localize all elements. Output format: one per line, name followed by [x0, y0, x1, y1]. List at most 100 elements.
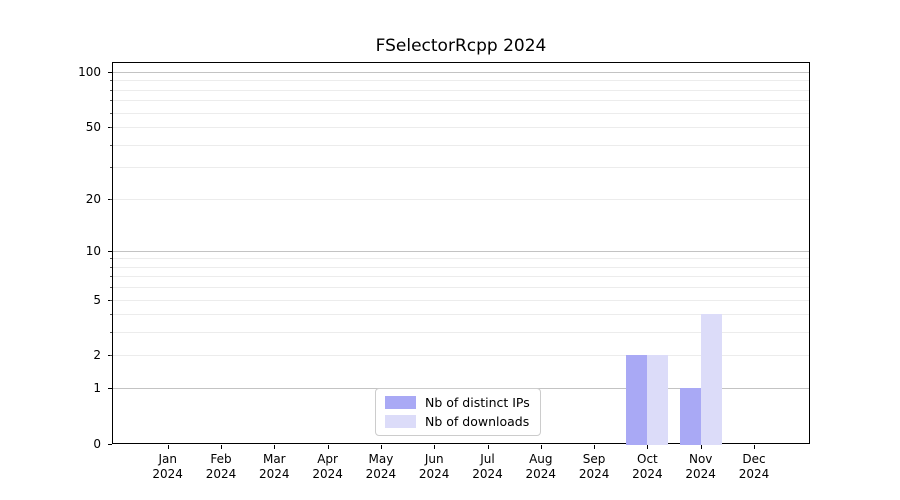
y-minor-tick-mark: [110, 167, 112, 169]
minor-gridline: [113, 167, 809, 169]
y-minor-tick-mark: [110, 332, 112, 334]
bar-distinct-ips-oct: [626, 355, 648, 445]
x-tick-year: 2024: [472, 467, 503, 481]
x-tick-label: Oct 2024: [607, 452, 687, 482]
minor-gridline: [113, 314, 809, 316]
y-tick-label: 10: [85, 243, 101, 258]
x-tick-mark: [274, 445, 276, 449]
x-tick-label: Nov 2024: [661, 452, 741, 482]
x-tick-month: Nov: [688, 452, 713, 466]
x-tick-mark: [647, 445, 649, 449]
minor-gridline: [113, 266, 809, 268]
minor-gridline: [113, 112, 809, 114]
legend-swatch: [385, 396, 416, 409]
x-tick-label: Aug 2024: [501, 452, 581, 482]
y-minor-tick-mark: [110, 198, 112, 200]
y-minor-tick-mark: [110, 287, 112, 289]
x-tick-mark: [594, 445, 596, 449]
x-tick-mark: [540, 445, 542, 449]
x-tick-month: Sep: [582, 452, 606, 466]
minor-gridline: [113, 355, 809, 357]
legend: Nb of distinct IPs Nb of downloads: [375, 388, 541, 436]
x-tick-label: Mar 2024: [234, 452, 314, 482]
legend-label: Nb of distinct IPs: [425, 395, 530, 410]
x-tick-month: May: [368, 452, 394, 466]
x-tick-mark: [167, 445, 169, 449]
y-minor-tick-mark: [110, 144, 112, 146]
y-tick-mark: [108, 72, 112, 73]
chart-title: FSelectorRcpp 2024: [375, 36, 547, 56]
x-tick-year: 2024: [365, 467, 397, 481]
x-tick-year: 2024: [152, 467, 183, 481]
minor-gridline: [113, 332, 809, 334]
x-tick-mark: [487, 445, 489, 449]
bar-downloads-oct: [647, 355, 669, 445]
y-tick-label: 2: [93, 348, 101, 363]
y-minor-tick-mark: [110, 100, 112, 102]
x-tick-month: Aug: [529, 452, 553, 466]
y-tick-label: 1: [93, 381, 101, 396]
x-tick-mark: [221, 445, 222, 449]
x-tick-label: May 2024: [341, 452, 421, 482]
x-tick-label: Jan 2024: [128, 452, 208, 482]
legend-label: Nb of downloads: [425, 414, 530, 429]
y-minor-tick-mark: [110, 89, 112, 91]
y-tick-mark: [108, 388, 112, 390]
x-tick-year: 2024: [205, 467, 237, 481]
minor-gridline: [113, 127, 809, 129]
legend-swatch: [385, 415, 416, 428]
y-minor-tick-mark: [110, 355, 112, 357]
minor-gridline: [113, 100, 809, 102]
major-gridline: [113, 250, 809, 252]
x-tick-label: Jul 2024: [448, 452, 528, 482]
minor-gridline: [113, 287, 809, 289]
minor-gridline: [113, 258, 809, 260]
x-tick-month: Jun: [424, 452, 444, 466]
y-tick-mark: [108, 444, 112, 445]
x-tick-month: Jul: [480, 452, 495, 466]
minor-gridline: [113, 80, 809, 82]
x-tick-mark: [380, 445, 382, 449]
minor-gridline: [113, 144, 809, 146]
x-tick-label: Dec 2024: [714, 452, 794, 482]
bar-downloads-nov: [700, 314, 722, 445]
x-tick-label: Feb 2024: [181, 452, 261, 482]
x-tick-year: 2024: [738, 467, 770, 481]
y-tick-label: 50: [85, 120, 101, 135]
x-tick-month: Mar: [262, 452, 286, 466]
y-tick-label: 100: [78, 65, 101, 79]
bar-distinct-ips-nov: [679, 388, 701, 445]
x-tick-month: Apr: [317, 452, 338, 466]
x-tick-label: Apr 2024: [288, 452, 368, 482]
x-tick-mark: [754, 445, 755, 449]
x-tick-month: Dec: [742, 452, 766, 466]
x-tick-year: 2024: [418, 467, 450, 481]
y-tick-mark: [108, 250, 112, 252]
x-tick-year: 2024: [685, 467, 716, 481]
x-tick-year: 2024: [578, 467, 610, 481]
y-minor-tick-mark: [110, 299, 112, 301]
minor-gridline: [113, 89, 809, 91]
x-tick-year: 2024: [525, 467, 557, 481]
x-tick-month: Jan: [158, 452, 177, 466]
y-minor-tick-mark: [110, 80, 112, 82]
x-tick-label: Sep 2024: [554, 452, 634, 482]
y-minor-tick-mark: [110, 266, 112, 268]
y-tick-label: 20: [85, 191, 101, 206]
minor-gridline: [113, 276, 809, 278]
y-minor-tick-mark: [110, 127, 112, 129]
y-tick-label: 5: [93, 292, 101, 307]
x-tick-month: Feb: [210, 452, 232, 466]
legend-row: Nb of distinct IPs: [385, 395, 530, 410]
x-tick-mark: [327, 445, 329, 449]
x-tick-year: 2024: [312, 467, 343, 481]
x-tick-mark: [700, 445, 702, 449]
y-minor-tick-mark: [110, 112, 112, 114]
x-tick-year: 2024: [632, 467, 663, 481]
major-gridline: [113, 72, 809, 73]
plot-area: Nb of distinct IPs Nb of downloads: [112, 62, 810, 445]
y-tick-label: 0: [93, 437, 101, 451]
minor-gridline: [113, 299, 809, 301]
y-minor-tick-mark: [110, 258, 112, 260]
